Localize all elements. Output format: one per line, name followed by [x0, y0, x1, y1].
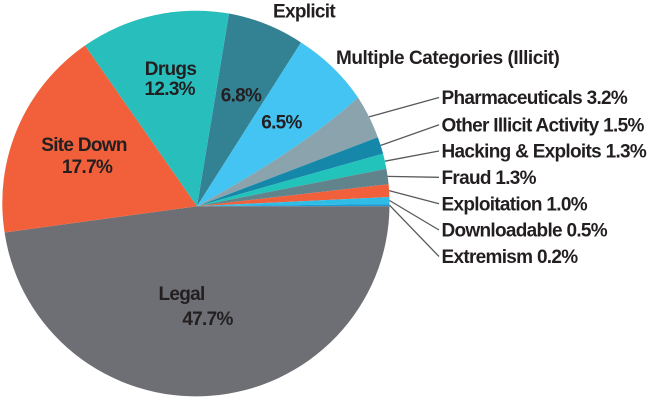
svg-text:Legal: Legal	[158, 284, 204, 305]
svg-text:Downloadable 0.5%: Downloadable 0.5%	[442, 221, 608, 242]
svg-text:6.8%: 6.8%	[221, 85, 262, 106]
svg-text:17.7%: 17.7%	[62, 157, 113, 178]
svg-text:47.7%: 47.7%	[182, 309, 233, 330]
svg-text:12.3%: 12.3%	[145, 79, 196, 100]
svg-text:Other Illicit Activity 1.5%: Other Illicit Activity 1.5%	[442, 115, 645, 136]
svg-text:Drugs: Drugs	[145, 59, 197, 80]
svg-text:Extremism 0.2%: Extremism 0.2%	[442, 247, 579, 268]
svg-text:Hacking & Exploits 1.3%: Hacking & Exploits 1.3%	[442, 141, 647, 162]
svg-text:Pharmaceuticals 3.2%: Pharmaceuticals 3.2%	[442, 88, 628, 109]
svg-text:Multiple Categories (Illicit): Multiple Categories (Illicit)	[336, 48, 560, 69]
svg-text:6.5%: 6.5%	[261, 113, 302, 134]
svg-text:Site Down: Site Down	[41, 135, 127, 156]
svg-text:Exploitation 1.0%: Exploitation 1.0%	[442, 194, 588, 215]
svg-text:Fraud 1.3%: Fraud 1.3%	[442, 168, 537, 189]
svg-text:Explicit: Explicit	[273, 1, 336, 22]
